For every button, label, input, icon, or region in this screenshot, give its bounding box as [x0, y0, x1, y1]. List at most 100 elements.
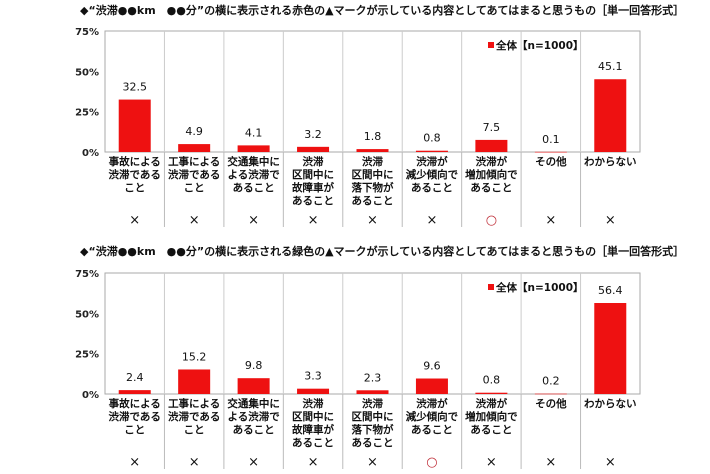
- answer-mark: ×: [545, 455, 556, 470]
- bar: [415, 150, 448, 152]
- bar: [415, 378, 448, 394]
- answer-mark: ×: [248, 455, 259, 470]
- bar: [475, 139, 508, 152]
- bar: [594, 79, 627, 152]
- bar: [237, 378, 270, 394]
- value-label: 7.5: [483, 121, 501, 134]
- value-label: 3.3: [304, 370, 322, 383]
- category-label: こと: [184, 424, 205, 436]
- category-label: 落下物が: [352, 423, 394, 436]
- answer-mark: ×: [486, 455, 497, 470]
- chart-1: ◆“渋滞●●km ●●分”の横に表示される赤色の▲マークが示している内容としてあ…: [75, 3, 684, 228]
- bar: [356, 149, 389, 152]
- bar: [594, 303, 627, 394]
- bar: [118, 390, 151, 394]
- value-label: 15.2: [182, 350, 207, 363]
- category-label: 事故による: [109, 155, 161, 168]
- answer-mark: ○: [426, 455, 437, 470]
- bar: [356, 390, 389, 394]
- category-label: こと: [184, 182, 205, 194]
- answer-mark: ×: [248, 213, 259, 228]
- category-label: こと: [124, 182, 145, 194]
- category-label: 渋滞である: [168, 168, 220, 181]
- category-label: 増加傾向で: [465, 168, 518, 181]
- category-label: あること: [470, 181, 512, 194]
- category-label: あること: [233, 423, 275, 436]
- category-label: 渋滞: [303, 397, 324, 410]
- category-label: 事故による: [109, 397, 161, 410]
- category-label: こと: [124, 424, 145, 436]
- category-label: 渋滞が: [476, 155, 508, 168]
- category-label: あること: [292, 194, 334, 207]
- category-label: 区間中に: [352, 410, 394, 423]
- category-label: あること: [470, 423, 512, 436]
- category-label: 区間中に: [292, 168, 334, 181]
- legend-swatch: [488, 284, 494, 290]
- y-tick-label: 50%: [75, 309, 99, 320]
- bar: [534, 151, 567, 153]
- category-label: あること: [352, 194, 394, 207]
- value-label: 1.8: [364, 130, 382, 143]
- value-label: 0.1: [542, 133, 560, 146]
- category-label: 減少傾向で: [406, 168, 459, 181]
- category-label: あること: [411, 181, 453, 194]
- value-label: 2.4: [126, 371, 144, 384]
- category-label: 渋滞である: [109, 410, 161, 423]
- y-tick-label: 25%: [75, 108, 99, 119]
- category-label: あること: [292, 436, 334, 449]
- answer-mark: ×: [129, 455, 140, 470]
- plot-area: [104, 30, 641, 153]
- answer-mark: ×: [367, 455, 378, 470]
- chart-title: ◆“渋滞●●km ●●分”の横に表示される緑色の▲マークが示している内容としてあ…: [80, 244, 684, 258]
- category-label: あること: [233, 181, 275, 194]
- category-label: その他: [535, 155, 567, 168]
- category-label: わからない: [584, 156, 637, 168]
- answer-mark: ×: [605, 455, 616, 470]
- y-tick-label: 75%: [75, 27, 99, 38]
- category-label: よる渋滞で: [228, 168, 281, 181]
- value-label: 45.1: [598, 60, 623, 73]
- legend-label: 全体【n=1000】: [495, 281, 584, 294]
- category-label: わからない: [584, 398, 637, 410]
- category-label: 区間中に: [352, 168, 394, 181]
- bar: [118, 99, 151, 152]
- category-label: 減少傾向で: [406, 410, 459, 423]
- bar: [297, 146, 330, 152]
- value-label: 2.3: [364, 371, 382, 384]
- answer-mark: ×: [129, 213, 140, 228]
- chart-title: ◆“渋滞●●km ●●分”の横に表示される赤色の▲マークが示している内容としてあ…: [80, 3, 684, 17]
- category-label: 渋滞: [362, 155, 383, 168]
- bar: [178, 144, 211, 152]
- category-label: 落下物が: [352, 181, 394, 194]
- answer-mark: ×: [308, 213, 319, 228]
- category-label: 故障車が: [292, 423, 334, 436]
- category-label: 渋滞である: [168, 410, 220, 423]
- value-label: 0.8: [423, 132, 441, 145]
- category-label: 工事による: [168, 397, 220, 410]
- category-label: 渋滞が: [416, 397, 448, 410]
- value-label: 0.8: [483, 374, 501, 387]
- value-label: 56.4: [598, 284, 623, 297]
- value-label: 9.8: [245, 359, 263, 372]
- value-label: 3.2: [304, 128, 322, 141]
- answer-mark: ×: [426, 213, 437, 228]
- legend-label: 全体【n=1000】: [495, 39, 584, 52]
- answer-mark: ○: [486, 213, 497, 228]
- bar: [534, 393, 567, 395]
- legend-swatch: [488, 42, 494, 48]
- category-label: 渋滞: [362, 397, 383, 410]
- y-tick-label: 0%: [82, 390, 99, 401]
- category-label: 交通集中に: [227, 155, 280, 168]
- bar: [237, 145, 270, 152]
- y-tick-label: 0%: [82, 148, 99, 159]
- category-label: その他: [535, 397, 567, 410]
- category-label: 渋滞: [303, 155, 324, 168]
- answer-mark: ×: [367, 213, 378, 228]
- category-label: 交通集中に: [227, 397, 280, 410]
- value-label: 32.5: [122, 81, 147, 94]
- category-label: あること: [411, 423, 453, 436]
- category-label: 渋滞が: [416, 155, 448, 168]
- value-label: 4.1: [245, 126, 263, 139]
